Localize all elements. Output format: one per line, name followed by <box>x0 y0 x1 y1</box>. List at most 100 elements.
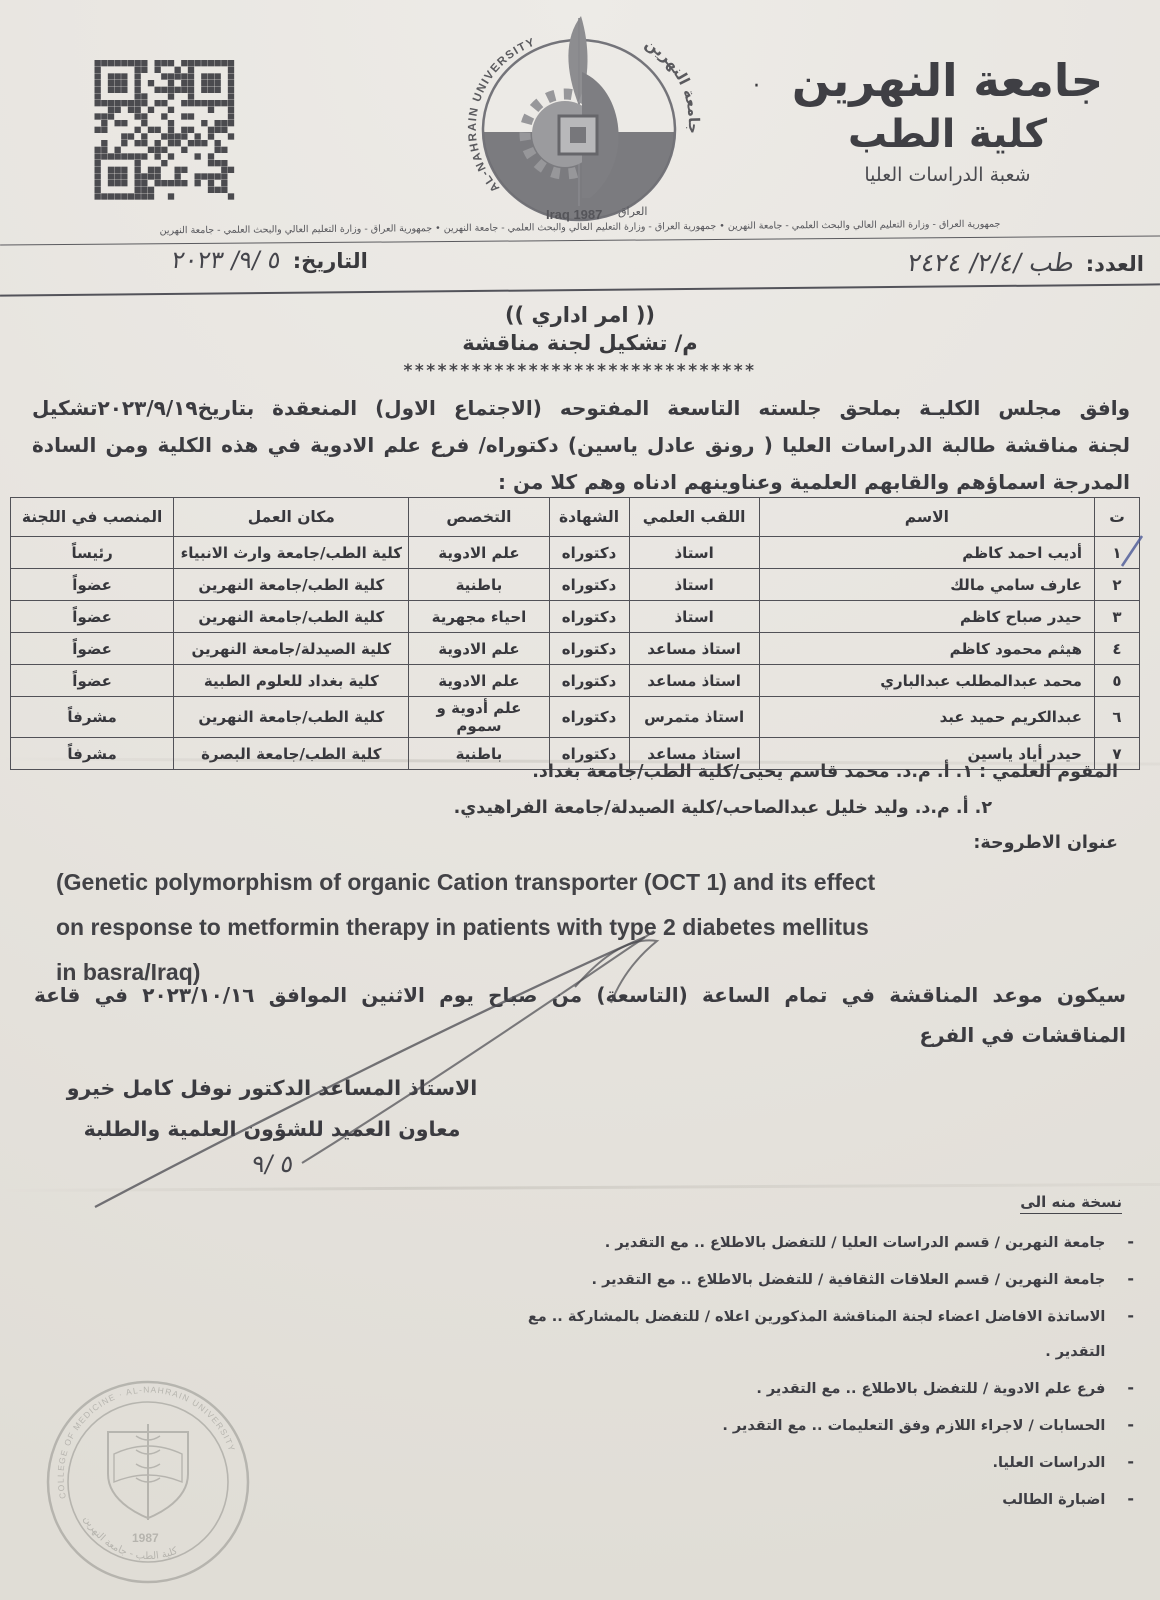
table-row: ٧ حيدر أياد ياسين استاذ مساعد دكتوراه با… <box>9 737 1141 770</box>
letterhead-bullet: · <box>753 74 760 99</box>
college-name: كلية الطب <box>847 112 1048 157</box>
cell-name: عبدالكريم حميد عبد <box>758 696 1095 738</box>
thesis-line-1: (Genetic polymorphism of organic Cation … <box>56 869 876 895</box>
col-header-no: ت <box>1093 497 1141 537</box>
cell-spec: علم الادوية <box>408 664 550 697</box>
cell-spec: علم الادوية <box>408 536 550 569</box>
cell-spec: علم أدوية و سموم <box>408 696 550 738</box>
thesis-line-2: on response to metformin therapy in pati… <box>56 914 869 940</box>
cell-title: استاذ متمرس <box>628 696 760 738</box>
cell-spec: باطنية <box>408 568 550 601</box>
seal-arc-text-ar: كلية الطب - جامعة النهرين <box>81 1514 179 1562</box>
distribution-heading: نسخة منه الى <box>1020 1193 1122 1214</box>
distribution-item: - اضبارة الطالب <box>500 1481 1140 1518</box>
distribution-item: - فرع علم الادوية / للتفضل بالاطلاع .. م… <box>500 1370 1140 1407</box>
cell-work: كلية الطب/جامعة وارث الانبياء <box>173 536 410 569</box>
committee-table: ت الاسم اللقب العلمي الشهادة التخصص مكان… <box>9 497 1141 770</box>
evaluator-line-1: المقوم العلمي : ١. أ. م.د. محمد قاسم يحي… <box>532 762 1118 782</box>
signature-block: الاستاذ المساعد الدكتور نوفل كامل خيرو م… <box>22 1068 522 1150</box>
university-name: جامعة النهرين <box>791 54 1104 107</box>
cell-title: استاذ مساعد <box>628 737 760 770</box>
distribution-item-text: اضبارة الطالب <box>1002 1492 1106 1508</box>
distribution-item: - الاساتذة الافاضل اعضاء لجنة المناقشة ا… <box>500 1298 1140 1370</box>
col-header-degree: الشهادة <box>548 497 630 537</box>
cell-role: عضواً <box>9 632 175 665</box>
table-row: ٥ محمد عبدالمطلب عبدالباري استاذ مساعد د… <box>9 664 1141 697</box>
thesis-title-label: عنوان الاطروحة: <box>973 833 1118 853</box>
cell-no: ٣ <box>1093 600 1141 633</box>
cell-no: ٦ <box>1093 696 1141 738</box>
list-dash: - <box>1127 1306 1134 1325</box>
cell-spec: احياء مجهرية <box>408 600 550 633</box>
cell-no: ١ <box>1093 536 1141 569</box>
cell-role: رئيساً <box>9 536 175 569</box>
list-dash: - <box>1127 1269 1134 1288</box>
list-dash: - <box>1127 1232 1134 1251</box>
cell-title: استاذ مساعد <box>628 664 760 697</box>
signatory-name: الاستاذ المساعد الدكتور نوفل كامل خيرو <box>66 1076 478 1100</box>
number-label: العدد: <box>1085 252 1144 276</box>
cell-role: مشرفاً <box>9 737 175 770</box>
document-date: التاريخ: ٥ /٩/ ٢٠٢٣ <box>170 246 368 274</box>
cell-spec: علم الادوية <box>408 632 550 665</box>
cell-name: حيدر صباح كاظم <box>758 600 1095 633</box>
cell-title: استاذ مساعد <box>628 632 760 665</box>
logo-bottom-text-ar: العراق <box>618 205 647 218</box>
cell-name: أديب احمد كاظم <box>758 536 1095 569</box>
college-seal: 1987 COLLEGE OF MEDICINE · AL-NAHRAIN UN… <box>36 1370 261 1595</box>
list-dash: - <box>1127 1452 1134 1471</box>
cell-title: استاذ <box>628 568 760 601</box>
ministry-strip: جمهورية العراق - وزارة التعليم العالي وا… <box>0 211 1160 246</box>
cell-name: محمد عبدالمطلب عبدالباري <box>758 664 1095 697</box>
logo-arc-text-ar: جامعة النهرين <box>642 34 703 134</box>
cell-work: كلية الصيدلة/جامعة النهرين <box>173 632 410 665</box>
table-row: ٣ حيدر صباح كاظم استاذ دكتوراه احياء مجه… <box>9 600 1141 633</box>
document-number: العدد: طب /٢/٤/ ٢٤٢٤ <box>905 248 1144 277</box>
qr-code <box>94 60 235 200</box>
col-header-name: الاسم <box>758 497 1095 537</box>
date-value-handwritten: ٥ /٩/ ٢٠٢٣ <box>170 246 283 274</box>
stars-divider: ******************************* <box>403 361 757 381</box>
cell-title: استاذ <box>628 536 760 569</box>
distribution-item: - جامعة النهرين / قسم العلاقات الثقافية … <box>500 1261 1140 1298</box>
order-subject: م/ تشكيل لجنة مناقشة <box>462 331 698 355</box>
cell-spec: باطنية <box>408 737 550 770</box>
distribution-item-text: جامعة النهرين / قسم الدراسات العليا / لل… <box>604 1235 1106 1251</box>
list-dash: - <box>1127 1415 1134 1434</box>
table-row: ٤ هيثم محمود كاظم استاذ مساعد دكتوراه عل… <box>9 632 1141 665</box>
list-dash: - <box>1127 1489 1134 1508</box>
cell-name: حيدر أياد ياسين <box>758 737 1095 770</box>
signature-handwritten-note: ٥ /٩ <box>250 1150 296 1178</box>
division-name: شعبة الدراسات العليا <box>864 164 1031 186</box>
distribution-item-text: الدراسات العليا. <box>992 1455 1106 1471</box>
cell-degree: دكتوراه <box>548 568 630 601</box>
cell-name: هيثم محمود كاظم <box>758 632 1095 665</box>
distribution-item-text: فرع علم الادوية / للتفضل بالاطلاع .. مع … <box>756 1381 1106 1397</box>
cell-name: عارف سامي مالك <box>758 568 1095 601</box>
cell-no: ٤ <box>1093 632 1141 665</box>
number-value-handwritten: طب /٢/٤/ ٢٤٢٤ <box>905 248 1076 277</box>
cell-degree: دكتوراه <box>548 737 630 770</box>
svg-text:كلية الطب - جامعة النهرين: كلية الطب - جامعة النهرين <box>81 1514 179 1562</box>
list-dash: - <box>1127 1378 1134 1397</box>
cell-work: كلية بغداد للعلوم الطبية <box>173 664 410 697</box>
header-rule <box>0 283 1160 297</box>
seal-year: 1987 <box>132 1531 159 1545</box>
cell-title: استاذ <box>628 600 760 633</box>
order-title: (( امر اداري )) <box>504 303 656 327</box>
cell-work: كلية الطب/جامعة النهرين <box>173 568 410 601</box>
date-label: التاريخ: <box>292 249 368 273</box>
cell-work: كلية الطب/جامعة البصرة <box>173 737 410 770</box>
col-header-work: مكان العمل <box>173 497 410 537</box>
cell-no: ٧ <box>1093 737 1141 770</box>
distribution-list: نسخة منه الى - جامعة النهرين / قسم الدرا… <box>500 1192 1140 1518</box>
table-row: ١ أديب احمد كاظم استاذ دكتوراه علم الادو… <box>9 536 1141 569</box>
table-row: ٦ عبدالكريم حميد عبد استاذ متمرس دكتوراه… <box>9 696 1141 738</box>
col-header-spec: التخصص <box>408 497 550 537</box>
evaluator-line-2: ٢. أ. م.د. وليد خليل عبدالصاحب/كلية الصي… <box>453 798 992 818</box>
table-row: ٢ عارف سامي مالك استاذ دكتوراه باطنية كل… <box>9 568 1141 601</box>
body-line-1: وافق مجلس الكليـة بملحق جلسته التاسعة ال… <box>32 396 1130 420</box>
distribution-item-text: الاساتذة الافاضل اعضاء لجنة المناقشة الم… <box>527 1309 1106 1360</box>
col-header-title: اللقب العلمي <box>628 497 760 537</box>
